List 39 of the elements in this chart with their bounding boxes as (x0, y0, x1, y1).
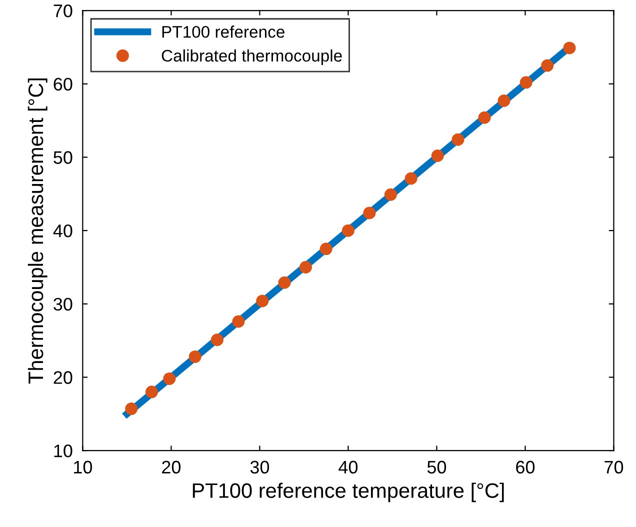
point (256, 294, 269, 308)
x-tick-label: 50 (427, 460, 446, 474)
x-tick-label: 40 (338, 460, 358, 474)
point (563, 42, 576, 54)
point (299, 260, 312, 274)
point (431, 150, 444, 162)
y-tick-label: 70 (54, 4, 72, 18)
point (520, 76, 532, 89)
y-tick-label: 50 (54, 151, 72, 164)
point (363, 206, 376, 220)
point (342, 224, 354, 237)
y-tick-label: 40 (53, 224, 72, 238)
x-tick-label: 10 (74, 460, 92, 474)
point (278, 276, 291, 289)
y-tick-label: 20 (54, 371, 72, 384)
point (404, 172, 418, 185)
x-tick-label: 70 (604, 460, 624, 474)
y-axis-title: Thermocouple measurement [°C] (28, 78, 48, 384)
point (163, 372, 176, 385)
point (210, 334, 224, 346)
point (498, 94, 510, 107)
point (320, 242, 332, 256)
x-tick-label: 60 (516, 460, 535, 474)
point (452, 133, 464, 146)
x-tick-label: 20 (162, 460, 181, 474)
point (232, 315, 245, 328)
legend-label: PT100 reference (162, 26, 284, 38)
y-tick-label: 30 (54, 298, 72, 311)
y-tick-label: 10 (54, 444, 72, 458)
legend-label: Calibrated thermocouple (162, 49, 342, 65)
point (384, 188, 397, 201)
y-tick-label: 60 (54, 78, 72, 91)
point (478, 111, 491, 124)
x-tick-label: 30 (250, 460, 270, 474)
point (541, 59, 554, 72)
point (145, 386, 158, 398)
point (188, 350, 202, 363)
point (125, 402, 138, 416)
x-axis-title: PT100 reference temperature [°C] (192, 482, 504, 502)
